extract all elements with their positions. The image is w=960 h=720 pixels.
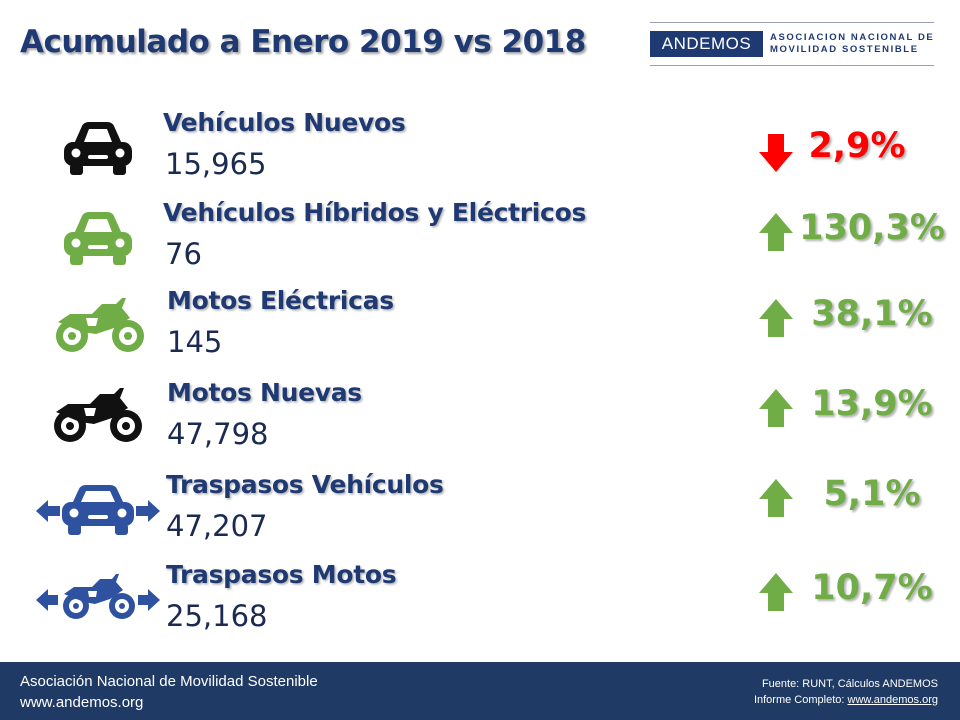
stat-row-new-vehicles: Vehículos Nuevos 15,965 2,9% [0, 106, 960, 194]
stat-row-vehicle-transfers: Traspasos Vehículos 47,207 5,1% [0, 466, 960, 554]
row-value: 47,798 [167, 417, 269, 451]
change-percent: 38,1% [811, 294, 933, 334]
motorcycle-transfer-icon [36, 574, 160, 619]
stat-row-motorcycle-transfers: Traspasos Motos 25,168 10,7% [0, 556, 960, 644]
footer-report-link[interactable]: www.andemos.org [847, 694, 939, 706]
row-value: 47,207 [166, 509, 268, 543]
footer-org-info: Asociación Nacional de Movilidad Sosteni… [20, 671, 318, 713]
footer-bar: Asociación Nacional de Movilidad Sosteni… [0, 662, 960, 720]
logo-short-name: ANDEMOS [650, 31, 763, 57]
car-transfer-icon [36, 485, 160, 535]
change-percent: 10,7% [811, 568, 933, 608]
footer-source-info: Fuente: RUNT, Cálculos ANDEMOS Informe C… [754, 676, 938, 708]
stat-row-hybrid-electric-vehicles: Vehículos Híbridos y Eléctricos 76 130,3… [0, 196, 960, 284]
car-icon [64, 122, 132, 175]
change-percent: 130,3% [799, 208, 945, 248]
row-label: Motos Eléctricas [167, 286, 394, 315]
stat-row-electric-motorcycles: Motos Eléctricas 145 38,1% [0, 284, 960, 372]
arrow-up-icon [759, 573, 793, 611]
arrow-down-icon [759, 134, 793, 172]
logo-line-1: ASOCIACION NACIONAL DE [770, 32, 935, 43]
row-label: Traspasos Motos [166, 560, 397, 589]
row-value: 25,168 [166, 599, 268, 633]
footer-source: Fuente: RUNT, Cálculos ANDEMOS [761, 678, 938, 690]
arrow-up-icon [759, 299, 793, 337]
stat-row-new-motorcycles: Motos Nuevas 47,798 13,9% [0, 374, 960, 462]
change-percent: 2,9% [808, 126, 906, 166]
motorcycle-icon [54, 388, 142, 442]
row-value: 76 [165, 237, 202, 271]
arrow-up-icon [759, 213, 793, 251]
arrow-up-icon [759, 389, 793, 427]
row-label: Traspasos Vehículos [166, 470, 444, 499]
change-percent: 5,1% [823, 474, 921, 514]
logo-full-name: ASOCIACION NACIONAL DE MOVILIDAD SOSTENI… [770, 32, 940, 56]
logo-line-2: MOVILIDAD SOSTENIBLE [770, 44, 919, 55]
row-label: Motos Nuevas [167, 378, 362, 407]
footer-org-name: Asociación Nacional de Movilidad Sosteni… [20, 673, 318, 690]
row-label: Vehículos Híbridos y Eléctricos [163, 198, 587, 227]
change-percent: 13,9% [811, 384, 933, 424]
page-title: Acumulado a Enero 2019 vs 2018 [20, 24, 586, 60]
arrow-up-icon [759, 479, 793, 517]
andemos-logo: ANDEMOS ASOCIACION NACIONAL DE MOVILIDAD… [650, 22, 934, 66]
footer-report-label: Informe Completo: [753, 694, 848, 706]
row-value: 15,965 [165, 147, 267, 181]
row-label: Vehículos Nuevos [163, 108, 406, 137]
green-car-icon [64, 212, 132, 265]
footer-site-link[interactable]: www.andemos.org [20, 694, 144, 711]
green-motorcycle-icon [56, 298, 144, 352]
row-value: 145 [167, 325, 223, 359]
footer-report: Informe Completo: www.andemos.org [754, 692, 938, 708]
